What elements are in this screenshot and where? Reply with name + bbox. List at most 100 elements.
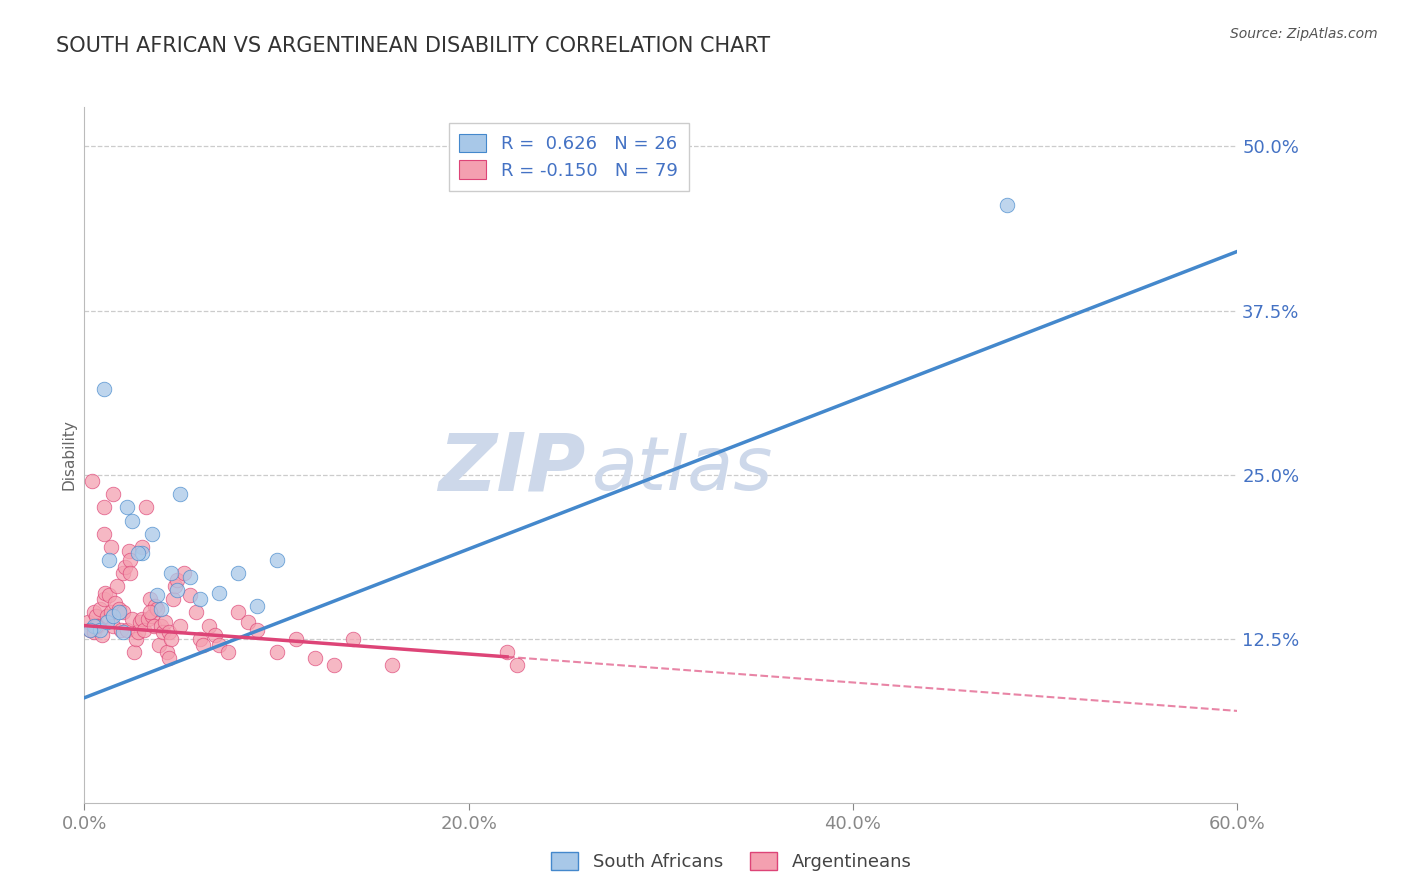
Point <box>152 625 174 640</box>
Point <box>266 645 288 659</box>
Point <box>162 592 184 607</box>
Point <box>125 632 148 646</box>
Point <box>146 588 169 602</box>
Point <box>127 546 149 560</box>
Legend: R =  0.626   N = 26, R = -0.150   N = 79: R = 0.626 N = 26, R = -0.150 N = 79 <box>449 123 689 191</box>
Point <box>89 623 111 637</box>
Point <box>166 583 188 598</box>
Text: ZIP: ZIP <box>439 430 586 508</box>
Point <box>995 198 1018 212</box>
Legend: South Africans, Argentineans: South Africans, Argentineans <box>544 845 918 879</box>
Point <box>208 586 231 600</box>
Point <box>124 645 146 659</box>
Point <box>198 618 221 632</box>
Point <box>226 566 249 580</box>
Point <box>496 645 519 659</box>
Point <box>98 588 121 602</box>
Point <box>153 615 176 629</box>
Point <box>120 566 142 580</box>
Point <box>103 618 124 632</box>
Point <box>103 609 124 624</box>
Point <box>188 632 211 646</box>
Point <box>114 559 136 574</box>
Point <box>84 618 107 632</box>
Point <box>179 570 201 584</box>
Point <box>93 592 115 607</box>
Point <box>132 623 155 637</box>
Point <box>156 645 179 659</box>
Point <box>148 638 170 652</box>
Point <box>108 601 131 615</box>
Point <box>94 586 117 600</box>
Point <box>381 657 404 672</box>
Point <box>129 615 152 629</box>
Point <box>226 606 249 620</box>
Point <box>141 526 163 541</box>
Point <box>77 615 100 629</box>
Point <box>111 566 134 580</box>
Point <box>138 606 160 620</box>
Point <box>105 579 128 593</box>
Point <box>169 487 191 501</box>
Point <box>111 625 134 640</box>
Point <box>179 588 201 602</box>
Point <box>127 625 149 640</box>
Point <box>246 599 269 613</box>
Point <box>342 632 364 646</box>
Point <box>266 553 288 567</box>
Point <box>83 618 105 632</box>
Point <box>204 628 226 642</box>
Point <box>150 601 173 615</box>
Point <box>93 526 115 541</box>
Point <box>93 382 115 396</box>
Point <box>96 615 118 629</box>
Point <box>246 623 269 637</box>
Point <box>284 632 307 646</box>
Point <box>111 606 134 620</box>
Point <box>188 592 211 607</box>
Point <box>83 606 105 620</box>
Point <box>166 573 188 587</box>
Text: SOUTH AFRICAN VS ARGENTINEAN DISABILITY CORRELATION CHART: SOUTH AFRICAN VS ARGENTINEAN DISABILITY … <box>56 36 770 55</box>
Text: Source: ZipAtlas.com: Source: ZipAtlas.com <box>1230 27 1378 41</box>
Point <box>173 566 195 580</box>
Y-axis label: Disability: Disability <box>60 419 76 491</box>
Point <box>121 612 143 626</box>
Point <box>103 487 124 501</box>
Point <box>160 632 183 646</box>
Point <box>83 625 105 640</box>
Text: atlas: atlas <box>592 433 773 505</box>
Point <box>157 625 180 640</box>
Point <box>150 618 173 632</box>
Point <box>142 618 165 632</box>
Point <box>145 599 167 613</box>
Point <box>84 609 107 624</box>
Point <box>79 623 101 637</box>
Point <box>79 623 101 637</box>
Point <box>131 546 153 560</box>
Point <box>90 628 112 642</box>
Point <box>131 540 153 554</box>
Point <box>218 645 240 659</box>
Point <box>96 609 118 624</box>
Point <box>117 543 139 558</box>
Point <box>169 618 191 632</box>
Point <box>163 579 186 593</box>
Point <box>131 612 153 626</box>
Point <box>193 638 215 652</box>
Point <box>236 615 259 629</box>
Point <box>100 540 122 554</box>
Point <box>157 651 180 665</box>
Point <box>110 623 132 637</box>
Point <box>108 606 131 620</box>
Point <box>160 566 183 580</box>
Point <box>120 553 142 567</box>
Point <box>98 553 121 567</box>
Point <box>136 612 159 626</box>
Point <box>100 606 122 620</box>
Point <box>506 657 529 672</box>
Point <box>135 500 157 515</box>
Point <box>87 618 110 632</box>
Point <box>304 651 326 665</box>
Point <box>208 638 231 652</box>
